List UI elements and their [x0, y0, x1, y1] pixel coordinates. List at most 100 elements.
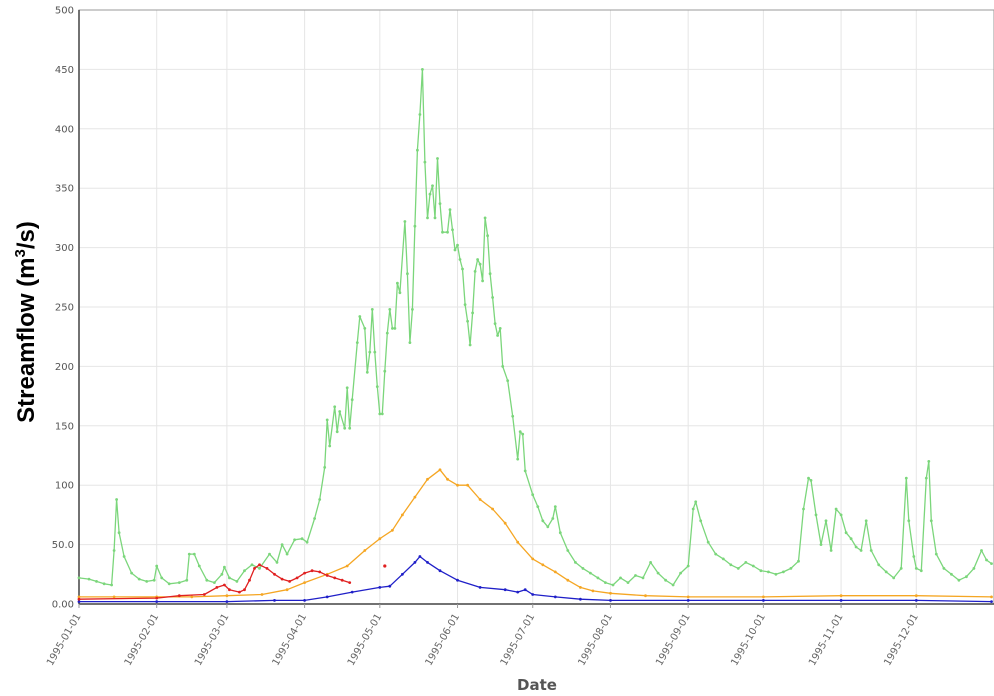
data-point — [333, 576, 337, 580]
data-point — [759, 569, 763, 573]
data-point — [914, 599, 918, 602]
data-point — [426, 561, 429, 564]
data-point — [303, 571, 306, 575]
y-tick-label: 500 — [55, 6, 74, 17]
data-point — [77, 576, 81, 580]
data-point — [807, 476, 810, 480]
data-point — [446, 477, 449, 481]
data-point — [531, 493, 535, 497]
data-point — [102, 582, 106, 586]
data-point — [448, 208, 452, 212]
x-tick-label: 1995-03-01 — [193, 612, 232, 668]
data-point — [558, 531, 562, 535]
data-point — [228, 588, 231, 592]
data-point — [483, 216, 487, 220]
data-point — [122, 555, 126, 558]
data-point — [423, 160, 427, 164]
data-point — [802, 507, 805, 511]
data-point — [155, 596, 159, 600]
data-point — [491, 296, 494, 299]
data-point — [378, 537, 382, 541]
y-tick-label: 400 — [55, 124, 74, 135]
data-point — [729, 563, 733, 567]
series-1 — [77, 468, 993, 599]
series-3 — [77, 563, 352, 601]
data-point — [699, 519, 703, 523]
data-point — [904, 476, 908, 480]
data-point — [501, 365, 505, 368]
data-point — [213, 581, 216, 584]
data-point — [426, 477, 429, 481]
data-point — [368, 350, 372, 354]
data-point — [343, 426, 347, 430]
data-point — [383, 369, 387, 373]
x-tick-label: 1995-07-01 — [499, 612, 538, 668]
data-point — [426, 216, 429, 220]
data-point — [466, 319, 469, 323]
data-point — [391, 528, 394, 532]
data-point — [762, 599, 765, 602]
data-point — [884, 570, 888, 574]
data-point — [736, 567, 740, 570]
data-point — [110, 583, 113, 587]
data-point — [929, 519, 933, 523]
data-point — [348, 581, 352, 584]
data-point — [258, 563, 261, 567]
data-point — [350, 590, 354, 594]
data-point — [942, 567, 946, 570]
x-axis-title: Date — [517, 676, 557, 694]
data-point — [694, 500, 698, 504]
data-point — [77, 600, 81, 603]
data-point — [892, 576, 896, 580]
data-point — [393, 327, 397, 330]
y-tick-label: 50.0 — [52, 540, 74, 551]
data-point — [295, 576, 299, 580]
data-point — [751, 564, 755, 568]
data-point — [192, 552, 196, 556]
data-point — [355, 341, 359, 344]
data-point — [431, 184, 434, 188]
data-point — [167, 582, 171, 586]
data-point — [491, 507, 494, 511]
data-point — [579, 597, 582, 601]
data-point — [782, 570, 785, 574]
data-point — [493, 322, 497, 325]
data-point — [268, 552, 271, 556]
data-point — [258, 567, 261, 570]
data-point — [924, 476, 928, 480]
data-point — [912, 555, 916, 558]
data-point — [834, 507, 838, 511]
data-point — [77, 597, 81, 601]
data-point — [854, 545, 858, 549]
data-point — [205, 578, 209, 582]
data-point — [990, 595, 993, 599]
data-point — [273, 572, 276, 576]
data-point — [378, 412, 382, 416]
data-point — [375, 385, 379, 388]
data-point — [280, 543, 284, 546]
data-point — [609, 599, 612, 602]
data-point — [829, 549, 833, 552]
data-point — [187, 552, 191, 556]
data-point — [155, 600, 159, 603]
data-point — [869, 549, 873, 552]
data-point — [980, 549, 983, 552]
data-point — [686, 595, 690, 599]
y-tick-label: 250 — [55, 303, 74, 314]
data-point — [656, 571, 660, 575]
data-point — [714, 552, 718, 556]
x-tick-label: 1995-02-01 — [123, 612, 162, 668]
data-point — [265, 567, 269, 570]
data-point — [446, 230, 449, 234]
data-point — [626, 581, 630, 584]
data-point — [288, 580, 291, 583]
data-point — [990, 562, 993, 565]
data-point — [451, 228, 454, 232]
data-point — [541, 519, 545, 523]
data-point — [950, 572, 953, 576]
data-point — [581, 567, 585, 570]
y-axis-ticks: 0.00 50.0 100 150 200 250 300 350 400 450 500 — [52, 6, 74, 611]
data-point — [453, 248, 457, 252]
data-point — [819, 543, 823, 546]
data-point — [155, 564, 159, 568]
